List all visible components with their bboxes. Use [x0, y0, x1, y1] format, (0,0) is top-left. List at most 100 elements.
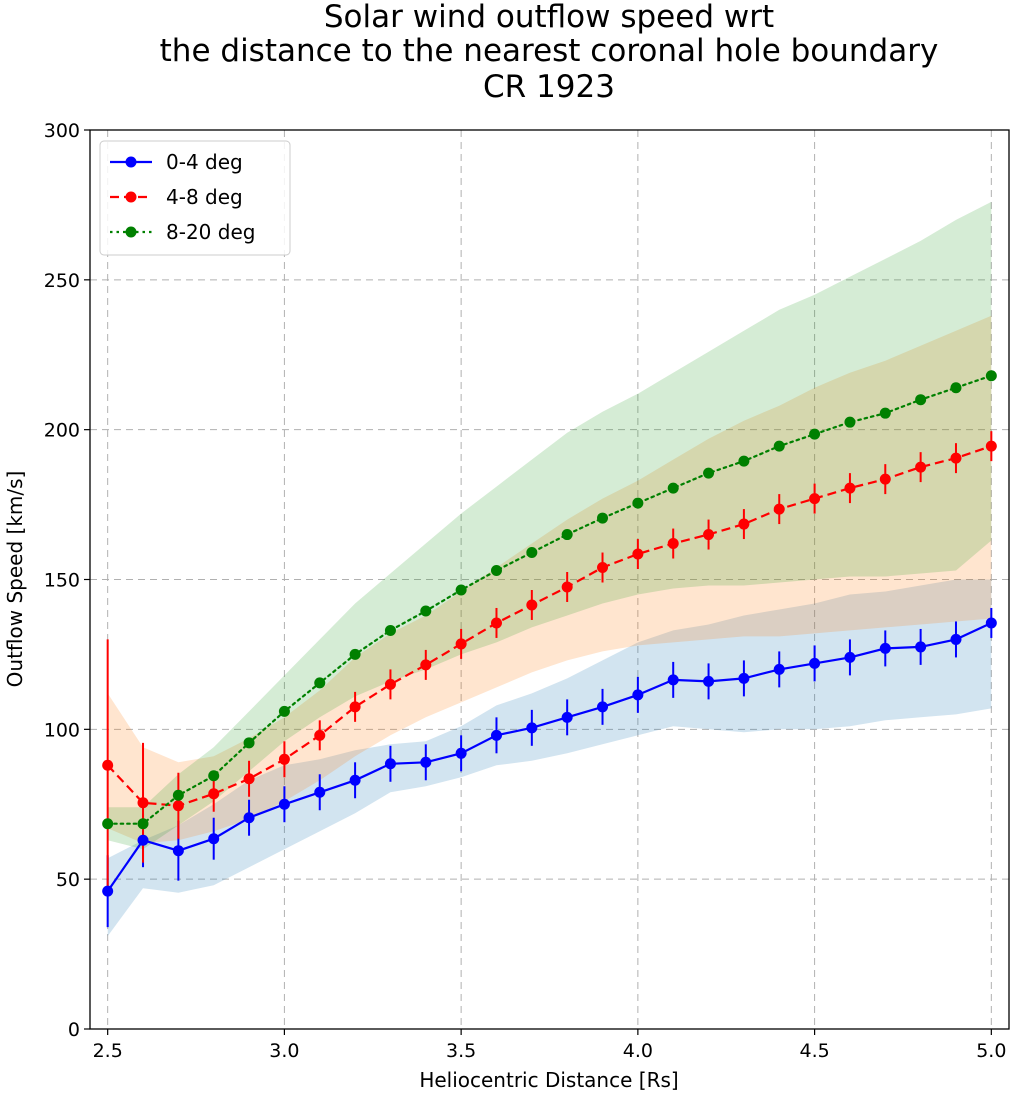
- data-point-0-4-deg: [773, 663, 785, 675]
- data-point-4-8-deg: [172, 800, 184, 812]
- uncertainty-band-0-4-deg: [107, 579, 992, 937]
- x-tick-label: 3.5: [446, 1040, 476, 1062]
- data-point-4-8-deg: [950, 452, 962, 464]
- chart-title-line-2: the distance to the nearest coronal hole…: [160, 33, 939, 69]
- y-tick-label: 0: [68, 1019, 80, 1041]
- series-line-4-8-deg: [106, 445, 992, 807]
- data-point-4-8-deg: [773, 503, 785, 515]
- data-point-0-4-deg: [738, 672, 750, 684]
- data-point-8-20-deg: [490, 565, 502, 577]
- data-point-8-20-deg: [561, 529, 573, 541]
- x-tick-label: 5.0: [976, 1040, 1006, 1062]
- chart-title-line-1: Solar wind outflow speed wrt: [324, 0, 774, 35]
- legend-marker-8-20-deg: [125, 226, 137, 238]
- x-axis-label: Heliocentric Distance [Rs]: [419, 1068, 678, 1092]
- grid: [90, 130, 1009, 1029]
- legend: 0-4 deg 4-8 deg 8-20 deg: [99, 140, 291, 256]
- data-point-4-8-deg: [809, 493, 821, 505]
- data-point-0-4-deg: [314, 786, 326, 798]
- axis-ticks: 2.5 3.0 3.5 4.0 4.5 5.0 0 50 100 150 200 250 300: [44, 120, 1007, 1062]
- data-point-0-4-deg: [879, 642, 891, 654]
- data-point-8-20-deg: [172, 789, 184, 801]
- data-point-0-4-deg: [526, 722, 538, 734]
- data-point-0-4-deg: [950, 633, 962, 645]
- data-point-4-8-deg: [208, 788, 220, 800]
- data-point-0-4-deg: [137, 834, 149, 846]
- data-point-0-4-deg: [561, 711, 573, 723]
- y-tick-label: 200: [44, 420, 80, 442]
- x-tick-label: 2.5: [93, 1040, 123, 1062]
- series-lines: [106, 374, 993, 892]
- data-point-0-4-deg: [632, 689, 644, 701]
- data-point-8-20-deg: [667, 482, 679, 494]
- data-point-4-8-deg: [985, 440, 997, 452]
- data-point-0-4-deg: [208, 833, 220, 845]
- data-point-8-20-deg: [844, 416, 856, 428]
- data-point-8-20-deg: [278, 705, 290, 717]
- data-point-0-4-deg: [349, 774, 361, 786]
- x-tick-label: 3.0: [269, 1040, 299, 1062]
- data-points: [102, 370, 997, 897]
- data-point-8-20-deg: [349, 648, 361, 660]
- data-point-8-20-deg: [420, 605, 432, 617]
- data-point-4-8-deg: [597, 562, 609, 574]
- y-tick-label: 100: [44, 719, 80, 741]
- y-tick-label: 300: [44, 120, 80, 142]
- data-point-0-4-deg: [809, 657, 821, 669]
- data-point-8-20-deg: [243, 737, 255, 749]
- data-point-8-20-deg: [597, 512, 609, 524]
- data-point-8-20-deg: [137, 818, 149, 830]
- data-point-4-8-deg: [102, 759, 114, 771]
- data-point-4-8-deg: [632, 548, 644, 560]
- data-point-4-8-deg: [243, 773, 255, 785]
- data-point-0-4-deg: [420, 756, 432, 768]
- series-line-0-4-deg: [106, 622, 992, 892]
- data-point-8-20-deg: [455, 584, 467, 596]
- data-point-4-8-deg: [137, 797, 149, 809]
- uncertainty-band-8-20-deg: [107, 201, 992, 850]
- legend-marker-0-4-deg: [125, 156, 137, 168]
- series-line-8-20-deg: [106, 374, 993, 825]
- data-point-0-4-deg: [597, 701, 609, 713]
- data-point-4-8-deg: [526, 599, 538, 611]
- y-tick-label: 150: [44, 570, 80, 592]
- data-point-4-8-deg: [420, 659, 432, 671]
- data-point-8-20-deg: [703, 467, 715, 479]
- data-point-0-4-deg: [985, 617, 997, 629]
- data-point-4-8-deg: [879, 473, 891, 485]
- data-point-8-20-deg: [384, 624, 396, 636]
- legend-label-0-4-deg: 0-4 deg: [166, 150, 243, 174]
- uncertainty-bands: [107, 201, 992, 937]
- chart-title-line-3: CR 1923: [483, 69, 615, 105]
- data-point-0-4-deg: [384, 758, 396, 770]
- y-tick-label: 250: [44, 270, 80, 292]
- data-point-4-8-deg: [490, 617, 502, 629]
- data-point-4-8-deg: [349, 701, 361, 713]
- data-point-8-20-deg: [526, 547, 538, 559]
- data-point-8-20-deg: [773, 440, 785, 452]
- data-point-0-4-deg: [844, 651, 856, 663]
- data-point-4-8-deg: [384, 678, 396, 690]
- legend-label-8-20-deg: 8-20 deg: [166, 220, 255, 244]
- data-point-8-20-deg: [208, 770, 220, 782]
- data-point-8-20-deg: [102, 818, 114, 830]
- data-point-4-8-deg: [703, 529, 715, 541]
- data-point-0-4-deg: [703, 675, 715, 687]
- data-point-0-4-deg: [667, 674, 679, 686]
- data-point-8-20-deg: [314, 677, 326, 689]
- data-point-0-4-deg: [243, 812, 255, 824]
- data-point-8-20-deg: [632, 497, 644, 509]
- data-point-4-8-deg: [455, 638, 467, 650]
- legend-marker-4-8-deg: [125, 191, 137, 203]
- y-tick-label: 50: [56, 869, 80, 891]
- data-point-4-8-deg: [844, 482, 856, 494]
- data-point-4-8-deg: [738, 518, 750, 530]
- data-point-8-20-deg: [915, 394, 927, 406]
- uncertainty-band-4-8-deg: [107, 315, 992, 844]
- y-axis-label: Outflow Speed [km/s]: [3, 471, 27, 688]
- legend-label-4-8-deg: 4-8 deg: [166, 185, 243, 209]
- data-point-8-20-deg: [738, 455, 750, 467]
- data-point-0-4-deg: [102, 885, 114, 897]
- data-point-4-8-deg: [915, 461, 927, 473]
